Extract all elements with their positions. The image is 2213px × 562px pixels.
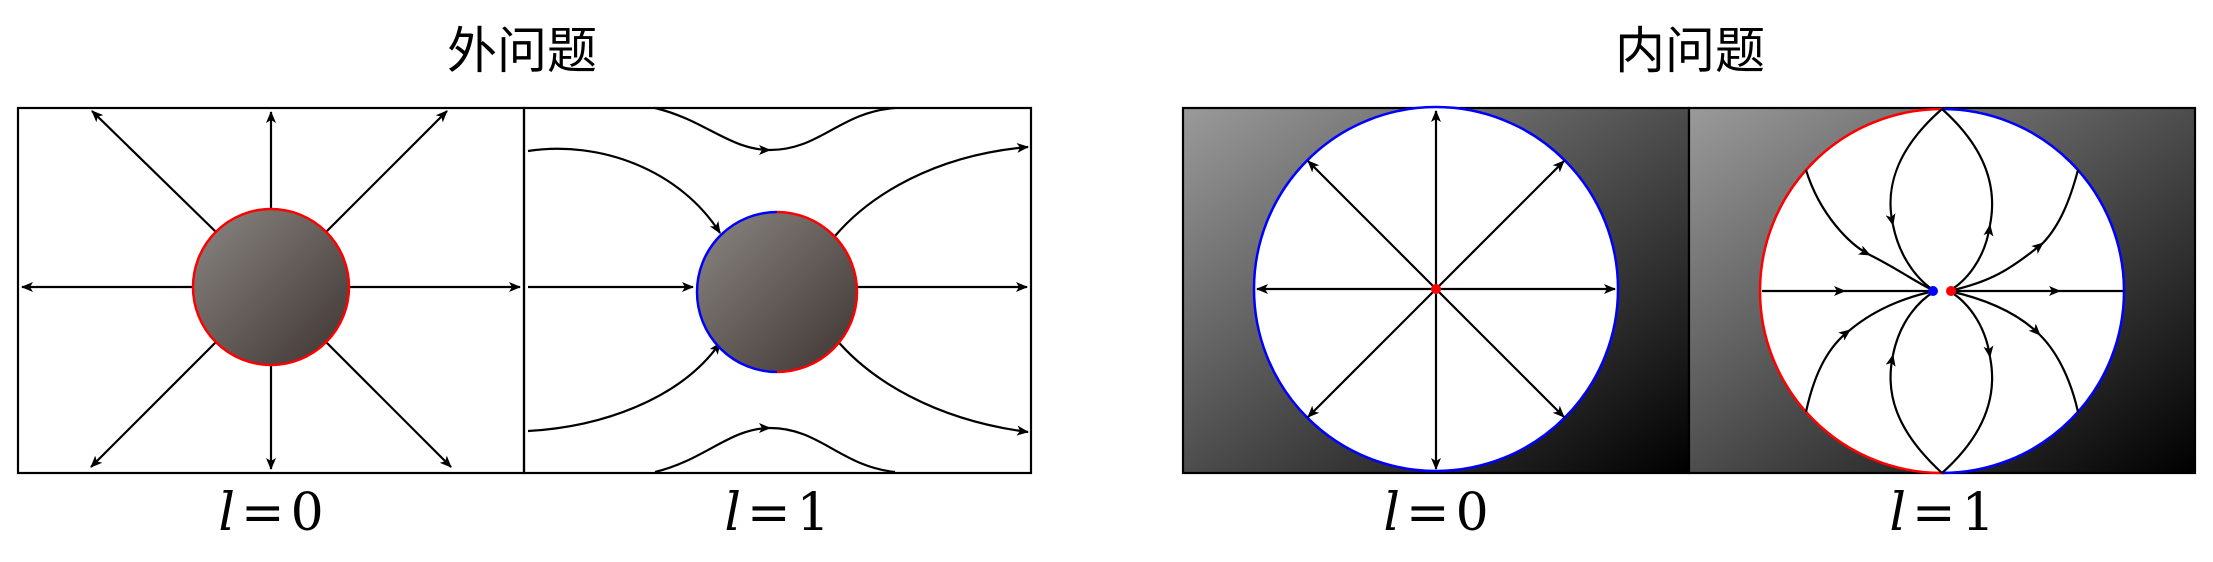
caption-equals: = <box>241 483 285 543</box>
sphere <box>191 207 351 367</box>
caption-value: 1 <box>797 483 830 543</box>
dipole-positive <box>1946 286 1956 296</box>
caption-value: 0 <box>291 483 324 543</box>
field-lines <box>527 106 1029 474</box>
panel-exterior-l1: l = 1 <box>522 106 1033 543</box>
caption-equals: = <box>1406 483 1450 543</box>
caption-variable: l <box>1889 483 1906 543</box>
caption-equals: = <box>1912 483 1956 543</box>
dipole-negative <box>1928 286 1938 296</box>
caption-variable: l <box>218 483 235 543</box>
panel-exterior-l0: l = 0 <box>16 106 526 543</box>
caption-equals: = <box>747 483 791 543</box>
panel-caption: l = 0 <box>1383 483 1488 543</box>
sphere <box>695 210 859 374</box>
panel-caption: l = 1 <box>724 483 829 543</box>
caption-variable: l <box>724 483 741 543</box>
panel-caption: l = 0 <box>218 483 323 543</box>
panel-caption: l = 1 <box>1889 483 1994 543</box>
field-lines <box>21 110 521 470</box>
field-lines <box>1256 110 1616 470</box>
interior-region <box>1758 107 2126 475</box>
caption-variable: l <box>1383 483 1400 543</box>
group-title-exterior: 外问题 <box>447 22 597 80</box>
field-lines <box>1762 108 2123 474</box>
panel-interior-l1: l = 1 <box>1687 106 2197 543</box>
caption-value: 1 <box>1962 483 1995 543</box>
group-title-interior: 内问题 <box>1615 22 1765 80</box>
point-charge <box>1431 284 1441 294</box>
panel-interior-l0: l = 0 <box>1181 105 1691 543</box>
caption-value: 0 <box>1456 483 1489 543</box>
panel-frame <box>522 106 1033 475</box>
